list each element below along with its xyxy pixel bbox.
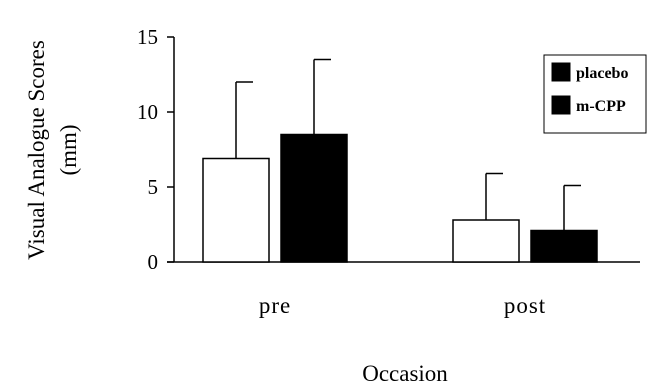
y-axis-title: Visual Analogue Scores (mm): [24, 40, 81, 260]
y-tick-label: 0: [148, 250, 159, 274]
x-tick-labels: pre post: [259, 293, 546, 318]
bars: [202, 133, 598, 263]
y-tick-label: 10: [137, 100, 158, 124]
legend-label-m-CPP: m-CPP: [576, 98, 626, 115]
bar-m-CPP-pre: [280, 133, 348, 263]
legend-label-placebo: placebo: [576, 65, 628, 82]
y-axis-title-line2: (mm): [56, 124, 81, 175]
y-axis-title-line1: Visual Analogue Scores: [24, 40, 49, 260]
legend-box: [543, 54, 647, 134]
legend: placebo m-CPP: [543, 54, 647, 134]
bar-placebo-post: [452, 219, 520, 263]
legend-swatch-placebo: [551, 62, 571, 82]
x-tick-label-post: post: [504, 293, 546, 318]
legend-swatch-m-CPP: [551, 95, 571, 115]
bar-m-CPP-post: [530, 229, 598, 263]
x-axis-title: Occasion: [362, 361, 448, 386]
bar-placebo-pre: [202, 157, 270, 263]
y-tick-label: 5: [148, 175, 159, 199]
y-axis: 0 5 10 15: [137, 25, 175, 274]
y-tick-label: 15: [137, 25, 158, 49]
x-tick-label-pre: pre: [259, 293, 291, 318]
error-bars: [235, 58, 581, 231]
